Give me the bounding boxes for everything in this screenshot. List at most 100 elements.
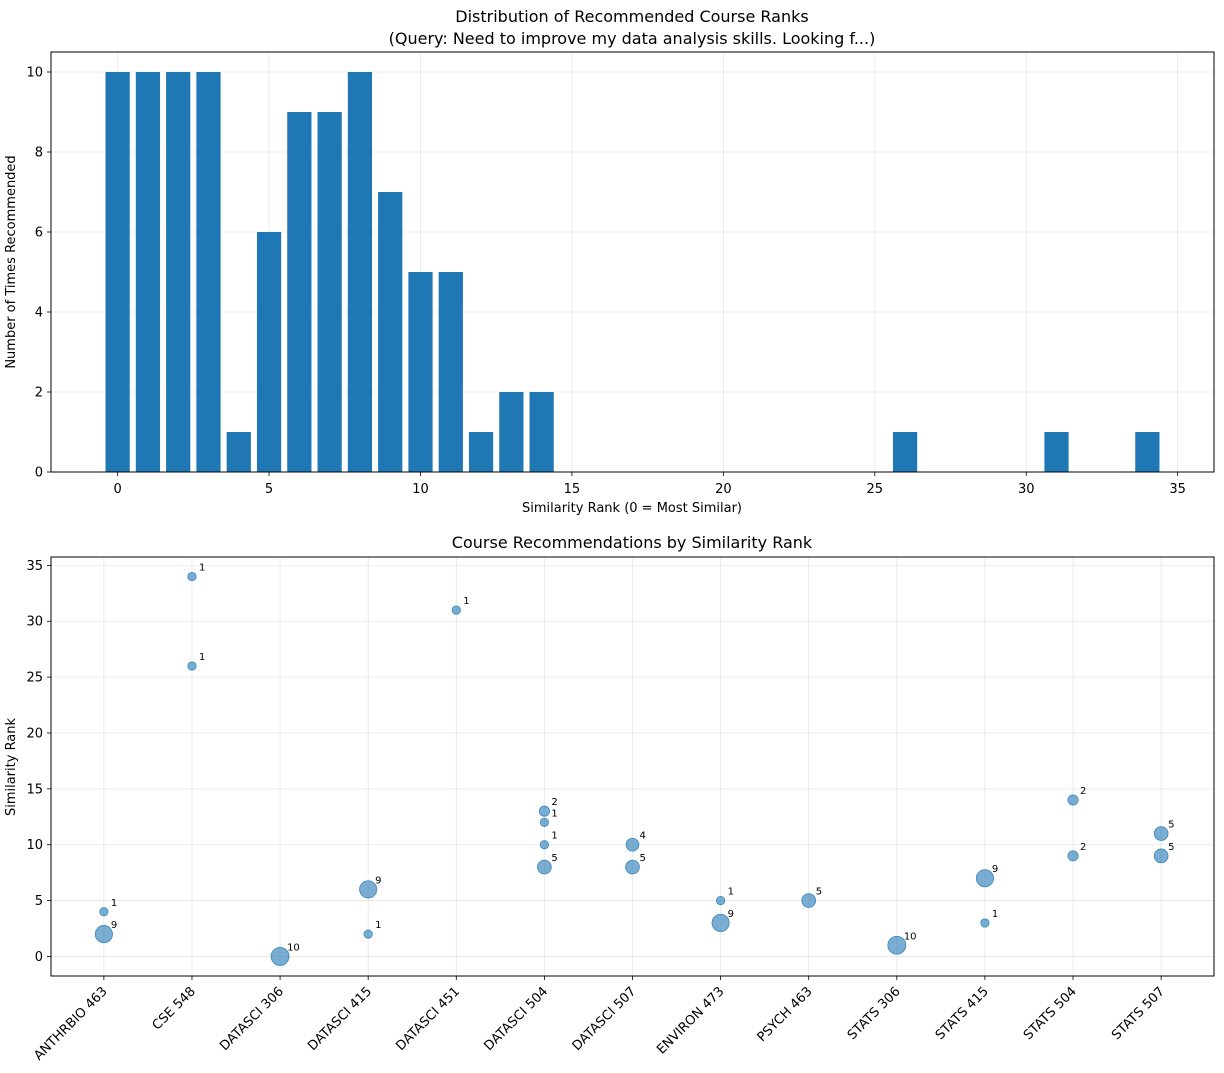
chart1-grid bbox=[51, 52, 1214, 473]
bar bbox=[529, 392, 554, 472]
scatter-point-count-label: 1 bbox=[199, 563, 205, 574]
scatter-point-count-label: 5 bbox=[640, 853, 646, 864]
scatter-point bbox=[539, 840, 550, 850]
chart1-y-tick-label: 6 bbox=[35, 226, 43, 241]
chart2-plot-frame bbox=[50, 556, 1215, 977]
scatter-point-count-label: 2 bbox=[1080, 786, 1086, 797]
scatter-point bbox=[537, 859, 552, 875]
scatter-point bbox=[538, 805, 550, 817]
scatter-point bbox=[451, 605, 461, 615]
chart1-ticks: 0 5 10 15 20 25 30 35 0 2 4 6 8 10 bbox=[26, 66, 1185, 498]
scatter-point-count-label: 9 bbox=[375, 875, 381, 886]
bar bbox=[226, 432, 251, 472]
scatter-point-count-label: 5 bbox=[816, 887, 822, 898]
chart2-y-tick-label: 5 bbox=[35, 894, 43, 909]
chart2-y-axis-label: Similarity Rank bbox=[4, 717, 19, 816]
bar bbox=[135, 72, 161, 472]
scatter-point-count-label: 9 bbox=[728, 909, 734, 920]
chart1-y-tick-label: 8 bbox=[35, 146, 43, 161]
chart2-y-tick-label: 30 bbox=[26, 615, 43, 630]
bar bbox=[287, 112, 312, 472]
scatter-point-count-label: 4 bbox=[640, 831, 646, 842]
scatter-point-count-label: 1 bbox=[551, 831, 557, 842]
chart1-x-tick-label: 10 bbox=[412, 482, 429, 497]
scatter-point-count-label: 9 bbox=[992, 864, 998, 875]
chart1-y-axis-label: Number of Times Recommended bbox=[4, 155, 19, 368]
scatter-point bbox=[887, 935, 907, 955]
bar bbox=[408, 272, 433, 472]
chart1-x-tick-label: 5 bbox=[265, 482, 273, 497]
scatter-point bbox=[359, 880, 378, 899]
chart1-x-tick-label: 30 bbox=[1018, 482, 1035, 497]
chart2-y-tick-label: 25 bbox=[26, 671, 43, 686]
scatter-point-count-label: 1 bbox=[199, 652, 205, 663]
bar bbox=[105, 72, 130, 472]
scatter-point bbox=[539, 817, 550, 827]
scatter-point bbox=[1067, 850, 1079, 862]
scatter-point-count-label: 5 bbox=[1168, 820, 1174, 831]
chart2-y-tick-label: 20 bbox=[26, 726, 43, 741]
chart1-subtitle: (Query: Need to improve my data analysis… bbox=[389, 29, 876, 48]
scatter-point-count-label: 1 bbox=[375, 920, 381, 931]
chart1-y-tick-label: 10 bbox=[26, 66, 43, 81]
scatter-point-count-label: 5 bbox=[1168, 842, 1174, 853]
chart2-y-tick-label: 15 bbox=[26, 782, 43, 797]
rank-distribution-chart: Distribution of Recommended Course Ranks… bbox=[4, 7, 1215, 516]
chart1-y-tick-label: 4 bbox=[35, 306, 43, 321]
scatter-point bbox=[625, 837, 640, 852]
scatter-point bbox=[363, 929, 373, 939]
bar bbox=[347, 72, 373, 472]
scatter-point-count-label: 5 bbox=[551, 853, 557, 864]
chart1-x-tick-label: 20 bbox=[715, 482, 732, 497]
scatter-point bbox=[1153, 826, 1169, 841]
scatter-point-count-label: 1 bbox=[992, 909, 998, 920]
scatter-point-count-label: 2 bbox=[551, 797, 557, 808]
chart1-y-tick-label: 0 bbox=[35, 466, 43, 481]
bar bbox=[196, 72, 221, 472]
scatter-point-count-label: 10 bbox=[287, 942, 300, 953]
chart2-title: Course Recommendations by Similarity Ran… bbox=[452, 533, 813, 552]
bar bbox=[378, 192, 403, 472]
bar bbox=[1044, 432, 1069, 472]
bar bbox=[438, 272, 463, 472]
scatter-point bbox=[187, 571, 197, 582]
scatter-point bbox=[980, 918, 990, 928]
chart2-grid bbox=[51, 557, 1214, 976]
scatter-point-count-label: 10 bbox=[904, 931, 917, 942]
scatter-point-count-label: 1 bbox=[551, 808, 557, 819]
chart2-y-tick-label: 35 bbox=[26, 559, 43, 574]
chart1-x-axis-label: Similarity Rank (0 = Most Similar) bbox=[522, 501, 742, 516]
chart1-bars bbox=[105, 72, 1160, 472]
chart2-y-tick-label: 0 bbox=[35, 950, 43, 965]
chart2-y-tick-label: 10 bbox=[26, 838, 43, 853]
bar bbox=[499, 392, 524, 472]
chart1-plot-frame bbox=[50, 51, 1215, 473]
scatter-point bbox=[975, 869, 994, 888]
scatter-point bbox=[801, 893, 817, 908]
scatter-point bbox=[711, 913, 730, 932]
scatter-point-count-label: 1 bbox=[111, 898, 117, 909]
bar bbox=[317, 112, 342, 472]
scatter-point bbox=[187, 661, 197, 671]
scatter-point bbox=[94, 925, 113, 944]
scatter-point-count-label: 2 bbox=[1080, 842, 1086, 853]
scatter-point-count-label: 1 bbox=[728, 887, 734, 898]
chart1-title: Distribution of Recommended Course Ranks bbox=[455, 7, 808, 26]
scatter-point-count-label: 1 bbox=[463, 596, 469, 607]
scatter-point bbox=[715, 895, 726, 906]
bar bbox=[892, 432, 918, 472]
scatter-point-count-label: 9 bbox=[111, 920, 117, 931]
scatter-point bbox=[1067, 794, 1079, 806]
bar bbox=[468, 432, 494, 472]
bar bbox=[166, 72, 191, 472]
chart1-x-tick-label: 35 bbox=[1169, 482, 1186, 497]
scatter-point bbox=[1153, 848, 1169, 864]
bar bbox=[256, 232, 282, 472]
scatter-point bbox=[270, 947, 290, 966]
chart1-x-tick-label: 15 bbox=[564, 482, 581, 497]
scatter-point bbox=[99, 907, 109, 917]
chart1-x-tick-label: 25 bbox=[867, 482, 884, 497]
chart1-y-tick-label: 2 bbox=[35, 386, 43, 401]
